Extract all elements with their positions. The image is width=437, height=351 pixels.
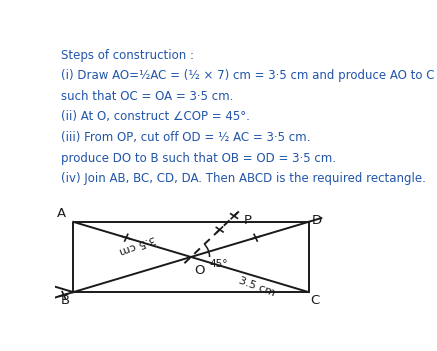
Text: such that OC = OA = 3·5 cm.: such that OC = OA = 3·5 cm. <box>61 90 233 103</box>
Text: O: O <box>194 264 205 277</box>
Text: (i) Draw AO=½AC = (½ × 7) cm = 3·5 cm and produce AO to C: (i) Draw AO=½AC = (½ × 7) cm = 3·5 cm an… <box>61 69 434 82</box>
Text: B: B <box>60 294 69 307</box>
Text: P: P <box>244 214 252 227</box>
Text: A: A <box>57 207 66 220</box>
Text: (iv) Join AB, BC, CD, DA. Then ABCD is the required rectangle.: (iv) Join AB, BC, CD, DA. Then ABCD is t… <box>61 172 426 185</box>
Text: (iii) From OP, cut off OD = ½ AC = 3·5 cm.: (iii) From OP, cut off OD = ½ AC = 3·5 c… <box>61 131 310 144</box>
Text: 3.5 cm: 3.5 cm <box>238 275 277 298</box>
Text: 3.5 cm: 3.5 cm <box>118 233 157 256</box>
Text: C: C <box>310 294 319 307</box>
Text: produce DO to B such that OB = OD = 3·5 cm.: produce DO to B such that OB = OD = 3·5 … <box>61 152 336 165</box>
Text: (ii) At O, construct ∠COP = 45°.: (ii) At O, construct ∠COP = 45°. <box>61 111 250 124</box>
Text: 45°: 45° <box>210 259 228 269</box>
Text: Steps of construction :: Steps of construction : <box>61 49 194 62</box>
Text: D: D <box>311 214 322 227</box>
